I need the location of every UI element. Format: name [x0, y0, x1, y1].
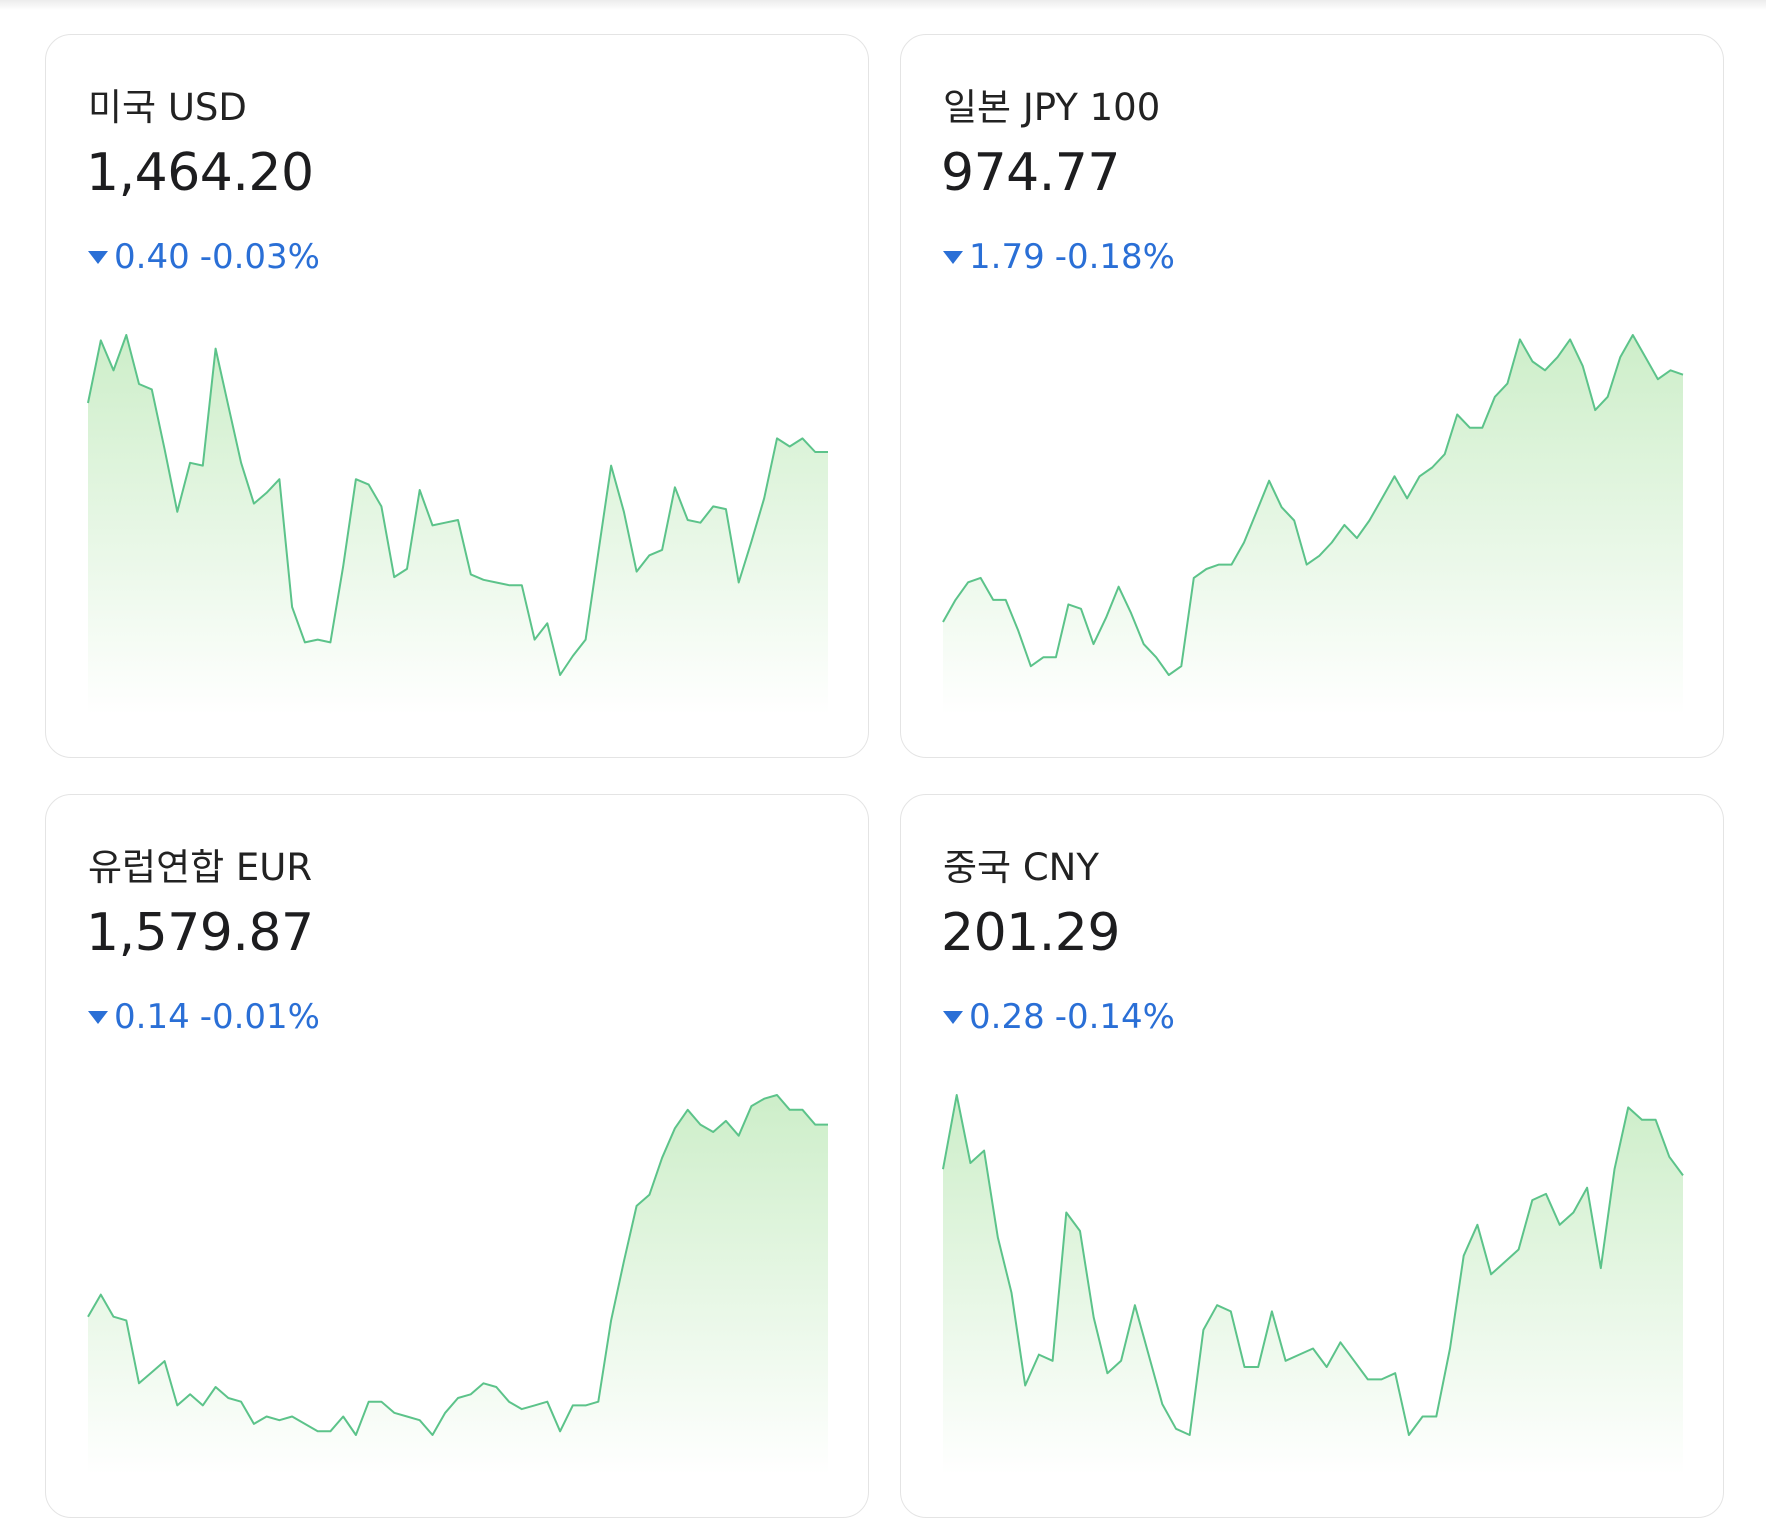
top-shadow [0, 0, 1766, 10]
change-amount: 0.40 [114, 237, 190, 277]
down-triangle-icon [88, 250, 108, 264]
sparkline-line [87, 1094, 828, 1436]
currency-card-cny[interactable]: 중국 CNY 201.29 0.28 -0.14% [900, 794, 1724, 1518]
sparkline-line [87, 334, 828, 676]
sparkline-area [943, 1095, 1683, 1475]
change-amount: 0.14 [114, 997, 190, 1037]
currency-card-eur[interactable]: 유럽연합 EUR 1,579.87 0.14 -0.01% [45, 794, 869, 1518]
sparkline-line [942, 1094, 1684, 1436]
currency-name: 일본 JPY 100 [943, 86, 1161, 129]
currency-name: 미국 USD [88, 86, 247, 129]
rate-change: 0.40 -0.03% [88, 237, 320, 277]
currency-name: 유럽연합 EUR [88, 846, 313, 889]
rate-change: 0.14 -0.01% [88, 997, 320, 1037]
exchange-rate-value: 1,579.87 [86, 903, 314, 963]
currency-card-usd[interactable]: 미국 USD 1,464.20 0.40 -0.03% [45, 34, 869, 758]
exchange-rate-value: 1,464.20 [86, 143, 314, 203]
sparkline-chart [87, 334, 828, 715]
currency-card-jpy[interactable]: 일본 JPY 100 974.77 1.79 -0.18% [900, 34, 1724, 758]
exchange-rate-value: 974.77 [941, 143, 1120, 203]
currency-name: 중국 CNY [943, 846, 1099, 889]
down-triangle-icon [88, 1010, 108, 1024]
change-percent: -0.14% [1054, 997, 1175, 1037]
sparkline-area [943, 335, 1683, 715]
change-percent: -0.18% [1054, 237, 1175, 277]
sparkline-line [942, 334, 1684, 676]
change-amount: 0.28 [969, 997, 1045, 1037]
change-amount: 1.79 [969, 237, 1045, 277]
sparkline-chart [87, 1094, 828, 1475]
down-triangle-icon [943, 1010, 963, 1024]
sparkline-chart [942, 1094, 1684, 1475]
rate-change: 0.28 -0.14% [943, 997, 1175, 1037]
sparkline-chart [942, 334, 1684, 715]
down-triangle-icon [943, 250, 963, 264]
change-percent: -0.01% [199, 997, 320, 1037]
rate-change: 1.79 -0.18% [943, 237, 1175, 277]
sparkline-area [88, 1095, 828, 1475]
sparkline-area [88, 335, 828, 715]
change-percent: -0.03% [199, 237, 320, 277]
exchange-rate-value: 201.29 [941, 903, 1120, 963]
